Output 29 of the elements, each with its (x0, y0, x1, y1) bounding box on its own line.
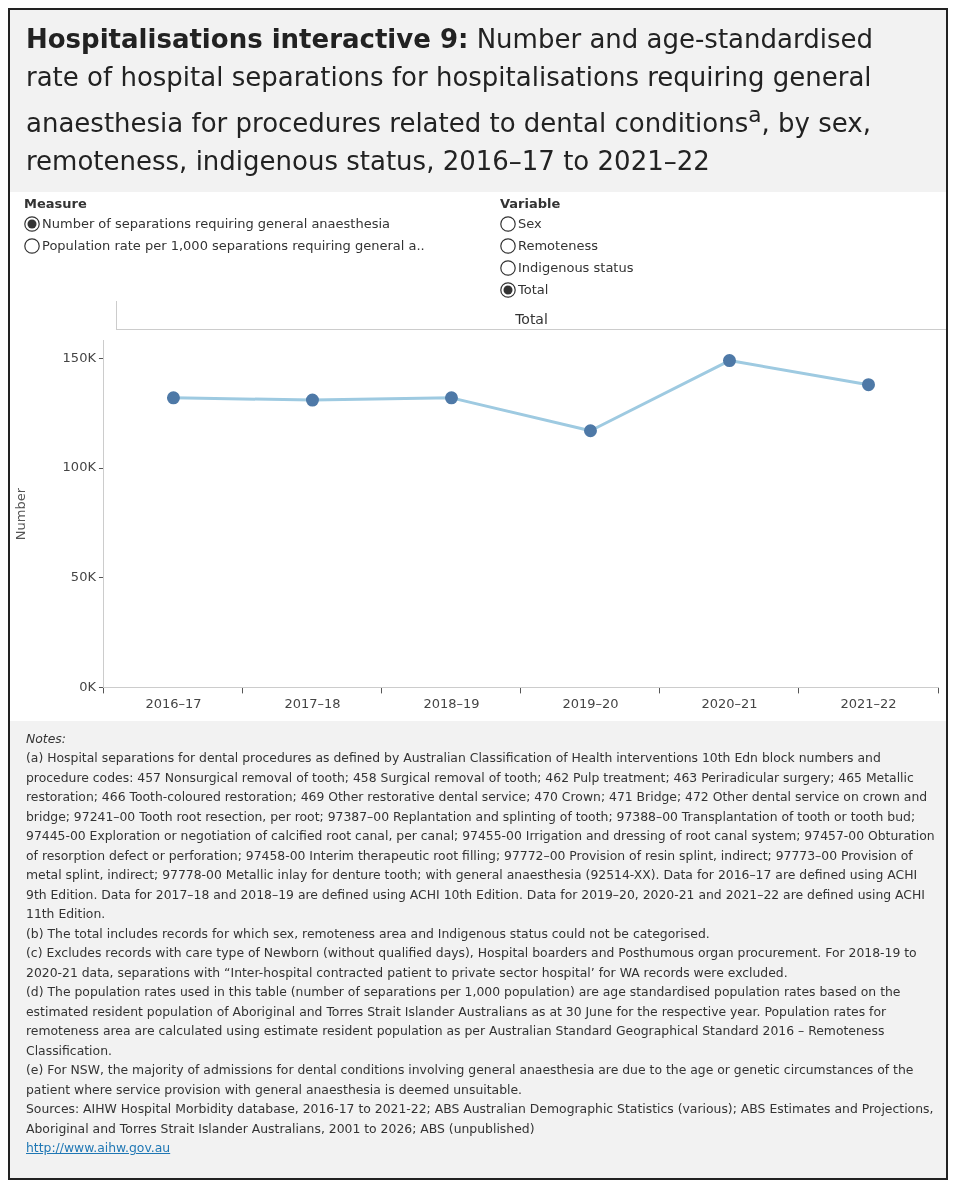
text: Remoteness (518, 238, 598, 254)
chart-title: Hospitalisations interactive 9: Number and age-standardised rate of hospital separations for hospitalisations requiring general anaesthesia for procedures related to dental conditions$^{a}$, by sex, remoteness, indigenous status, 2016–17 to 2021–22 (26, 24, 873, 176)
text: Variable (500, 195, 562, 211)
x-tick-label: 2017–18 (284, 695, 341, 711)
text: http://www.aihw.gov.au (26, 1139, 172, 1158)
x-tick-label: 2021–22 (840, 695, 897, 711)
x-tick-label: 2016–17 (145, 695, 202, 711)
y-tick-label: 0K (79, 678, 97, 694)
text: Population rate per 1,000 separations requiring general a.. (42, 238, 425, 254)
y-tick-label: 150K (62, 349, 97, 365)
x-tick-label: 2019–20 (562, 695, 619, 711)
text: Sex (518, 216, 542, 232)
x-tick-label: 2018–19 (423, 695, 480, 711)
text: Indigenous status (518, 260, 634, 276)
text: (d) The population rates used in this table (number of separations per 1,000 population) are age standardised population rates based on the estimated resident population of Aboriginal and Torres Strait Islander Australians as at 30 June for the respective year. Population rates for remoteness area are calculated using estimate resident population as per Australian Standard Geographical Standard 2016 – Remoteness Classification. (26, 983, 902, 1060)
text: Measure (24, 195, 88, 211)
text: (c) Excludes records with care type of Newborn (without qualified days), Hospital boarders and Posthumous organ procurement. For 2018-19 to 2020-21 data, separations with “Inter-hospital contracted patient to private sector hospital’ for WA records were excluded. (26, 944, 918, 982)
text: (b) The total includes records for which sex, remoteness area and Indigenous status could not be categorised. (26, 924, 711, 943)
text: Total (518, 282, 549, 298)
source-note: Sources: AIHW Hospital Morbidity database, 2016-17 to 2021-22; ABS Australian Demographic Statistics (various); ABS Estimates and Projections, Aboriginal and Torres Strait Islander Australians, 2001 to 2026; ABS (unpublished) (26, 1100, 935, 1138)
y-tick-label: 50K (70, 568, 97, 584)
text: Number of separations requiring general anaesthesia (42, 216, 391, 232)
text: (e) For NSW, the majority of admissions for dental conditions involving general anaesthesia are due to the age or genetic circumstances of the patient where service provision with general anaesthesia is deemed unsuitable. (26, 1061, 915, 1099)
text: Total (116, 300, 946, 330)
x-tick-label: 2020–21 (701, 695, 758, 711)
text: Notes: (26, 729, 67, 748)
y-tick-label: 100K (62, 459, 97, 475)
text: (a) Hospital separations for dental procedures as defined by Australian Classification of Health interventions 10th Edn block numbers and procedure codes: 457 Nonsurgical removal of tooth; 458 Surgical removal of tooth; 462 Pulp treatment; 463 Periradicular surgery; 465 Metallic restoration; 466 Tooth-coloured restoration; 469 Other restorative dental service; 470 Crown; 471 Bridge; 472 Other dental service on crown and bridge; 97241–00 Tooth root resection, per root; 97387–00 Replantation and splinting of tooth; 97388–00 Transplantation of tooth or tooth bud; 97445-00 Exploration or negotiation of calcified root canal, per canal; 97455-00 Irrigation and dressing of root canal system; 97457-00 Obturation of resorption defect or perforation; 97458-00 Interim therapeutic root filling; 97772–00 Provision of resin splint, indirect; 97773–00 Provision of metal splint, indirect; 97778-00 Metallic inlay for denture tooth; with general anaesthesia (92514-XX). Data for 2016–17 are defined using ACHI 9th Edition. Data for 2017–18 and 2018–19 are defined using ACHI 10th Edition. Data for 2019–20, 2020-21 and 2021–22 are defined using ACHI 11th Edition. (26, 750, 935, 922)
y-axis-title: Number (13, 487, 29, 540)
